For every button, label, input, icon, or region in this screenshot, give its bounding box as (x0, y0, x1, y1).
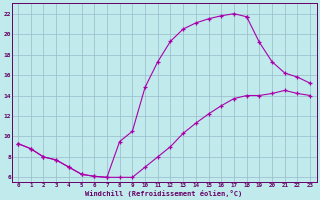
X-axis label: Windchill (Refroidissement éolien,°C): Windchill (Refroidissement éolien,°C) (85, 190, 243, 197)
